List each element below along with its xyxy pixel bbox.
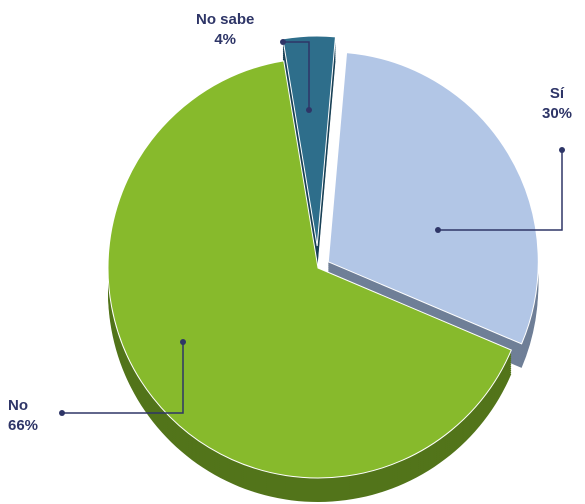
pie-slice-No	[107, 60, 512, 479]
slice-percent: 66%	[8, 417, 39, 434]
leader-dot-0-1	[559, 147, 565, 153]
leader-dot-2-1	[280, 39, 286, 45]
leader-dot-1-1	[59, 410, 65, 416]
leader-dot-1-0	[180, 339, 186, 345]
leader-line-1	[62, 342, 184, 414]
slice-percent: 30%	[542, 105, 573, 122]
leader-line-2	[283, 41, 310, 110]
leader-dot-0-0	[435, 227, 441, 233]
leader-line-0	[438, 150, 563, 231]
slice-label-si: Sí 30%	[542, 84, 572, 124]
slice-label-no-sabe: No sabe 4%	[196, 10, 254, 50]
slice-name: No	[8, 397, 28, 414]
leader-dot-2-0	[306, 107, 312, 113]
slice-name: No sabe	[196, 11, 255, 28]
slice-name: Sí	[549, 85, 565, 102]
pie-slices	[107, 35, 539, 479]
pie-slice-No sabe	[282, 35, 336, 247]
slice-percent: 4%	[214, 31, 237, 48]
leader-lines	[59, 39, 565, 416]
slice-label-no: No 66%	[8, 396, 38, 436]
pie-slice-Sí	[327, 52, 539, 345]
